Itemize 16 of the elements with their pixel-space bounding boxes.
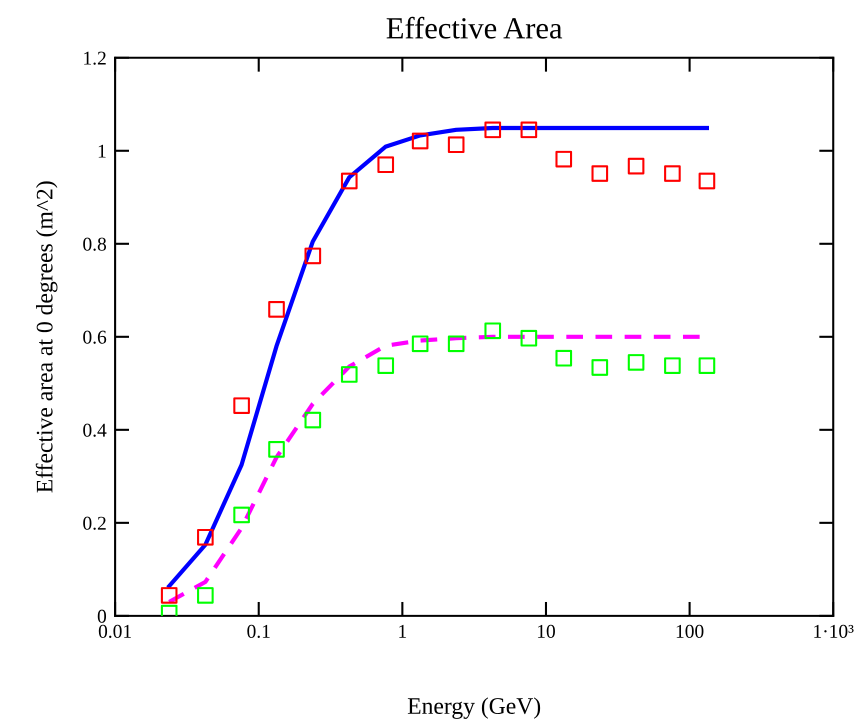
x-axis-title: Energy (GeV)	[408, 697, 540, 719]
y-tick-label: 0.2	[83, 516, 106, 530]
x-tick-label: 1·10³	[814, 624, 854, 638]
y-tick-label: 1	[98, 144, 106, 158]
x-tick-label: 1	[399, 624, 406, 638]
y-tick-label: 0	[98, 610, 106, 623]
chart-title: Effective Area	[386, 16, 562, 39]
y-tick-label: 0.6	[83, 330, 106, 344]
y-tick-label: 0.8	[83, 238, 106, 251]
x-tick-label: 0.01	[98, 624, 131, 638]
y-tick-label: 1.2	[84, 52, 106, 65]
x-tick-label: 10	[538, 624, 555, 638]
y-tick-label: 0.4	[83, 424, 106, 437]
x-tick-label: 0.1	[247, 624, 270, 638]
x-tick-label: 100	[676, 624, 704, 638]
y-axis-title: Effective area at 0 degrees (m^2)	[36, 181, 58, 493]
